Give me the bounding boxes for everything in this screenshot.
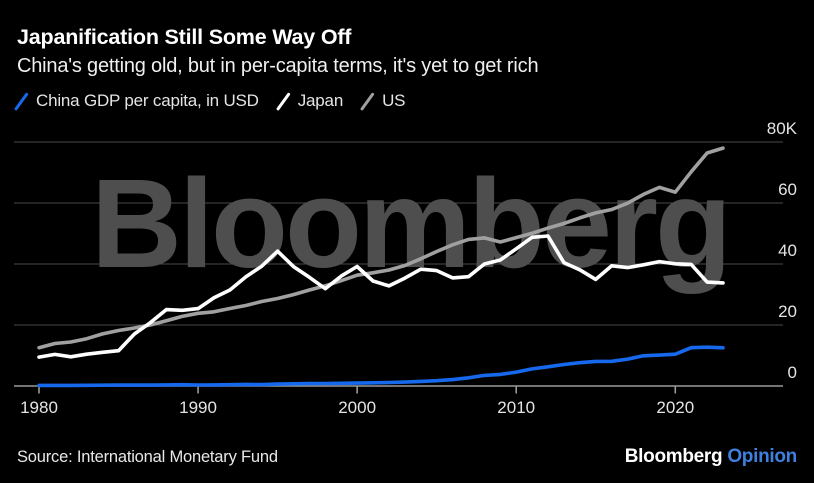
legend-label-china: China GDP per capita, in USD (36, 91, 259, 110)
legend-item-japan: Japan (275, 91, 344, 111)
axis-tick-labels: 0 20 40 60 80K 1980 1990 2000 2010 2020 (20, 119, 798, 417)
chart-subtitle: China's getting old, but in per-capita t… (17, 55, 539, 77)
legend-label-japan: Japan (297, 91, 344, 110)
svg-text:0: 0 (788, 363, 797, 382)
svg-text:2020: 2020 (656, 398, 694, 417)
series-lines (37, 146, 725, 388)
bloomberg-watermark: Bloomberg (91, 153, 729, 294)
svg-text:2010: 2010 (497, 398, 535, 417)
opinion-label: Opinion (727, 446, 797, 467)
svg-text:2000: 2000 (338, 398, 376, 417)
svg-text:60: 60 (778, 180, 797, 199)
legend-label-us: US (382, 91, 406, 110)
bloomberg-opinion-logo: Bloomberg Opinion (624, 446, 798, 468)
x-axis (14, 385, 783, 394)
legend-item-china: China GDP per capita, in USD (13, 91, 259, 111)
legend-item-us: US (360, 91, 405, 111)
chart-title: Japanification Still Some Way Off (17, 25, 352, 49)
svg-text:80K: 80K (767, 119, 798, 138)
svg-text:40: 40 (778, 241, 797, 260)
chart-legend: China GDP per capita, in USD Japan US (13, 91, 405, 111)
svg-text:1980: 1980 (20, 398, 58, 417)
svg-text:1990: 1990 (179, 398, 217, 417)
bloomberg-brand-label: Bloomberg (624, 446, 723, 467)
source-text: Source: International Monetary Fund (17, 448, 278, 466)
svg-text:20: 20 (778, 302, 797, 321)
